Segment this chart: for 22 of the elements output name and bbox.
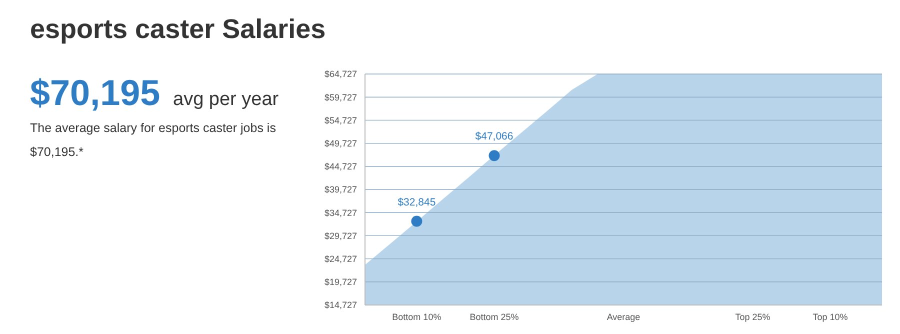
y-tick-label: $54,727 bbox=[324, 115, 357, 126]
y-tick-label: $59,727 bbox=[324, 92, 357, 102]
y-tick-label: $34,727 bbox=[324, 208, 357, 218]
x-tick-label: Top 10% bbox=[812, 312, 848, 322]
y-tick-label: $29,727 bbox=[324, 230, 357, 241]
y-tick-label: $14,727 bbox=[324, 300, 357, 310]
y-tick-label: $49,727 bbox=[324, 138, 357, 148]
y-tick-label: $64,727 bbox=[324, 69, 357, 80]
y-tick-label: $39,727 bbox=[324, 184, 357, 195]
text: The average salary for esports caster jobs is $70,195.* bbox=[30, 121, 276, 159]
y-tick-label: $44,727 bbox=[324, 162, 357, 172]
x-tick-label: Bottom 10% bbox=[392, 312, 442, 322]
y-tick-label: $19,727 bbox=[324, 277, 357, 288]
data-label: $32,845 bbox=[398, 196, 436, 208]
chart-title: esports caster Salaries bbox=[30, 14, 326, 44]
text: avg per year bbox=[173, 89, 280, 110]
y-tick-label: $24,727 bbox=[324, 254, 357, 264]
x-tick-label: Bottom 25% bbox=[470, 312, 519, 322]
text: $70,195 bbox=[30, 72, 160, 113]
data-label: $47,066 bbox=[475, 130, 514, 143]
x-tick-label: Top 25% bbox=[735, 312, 770, 322]
x-tick-label: Average bbox=[606, 312, 640, 322]
